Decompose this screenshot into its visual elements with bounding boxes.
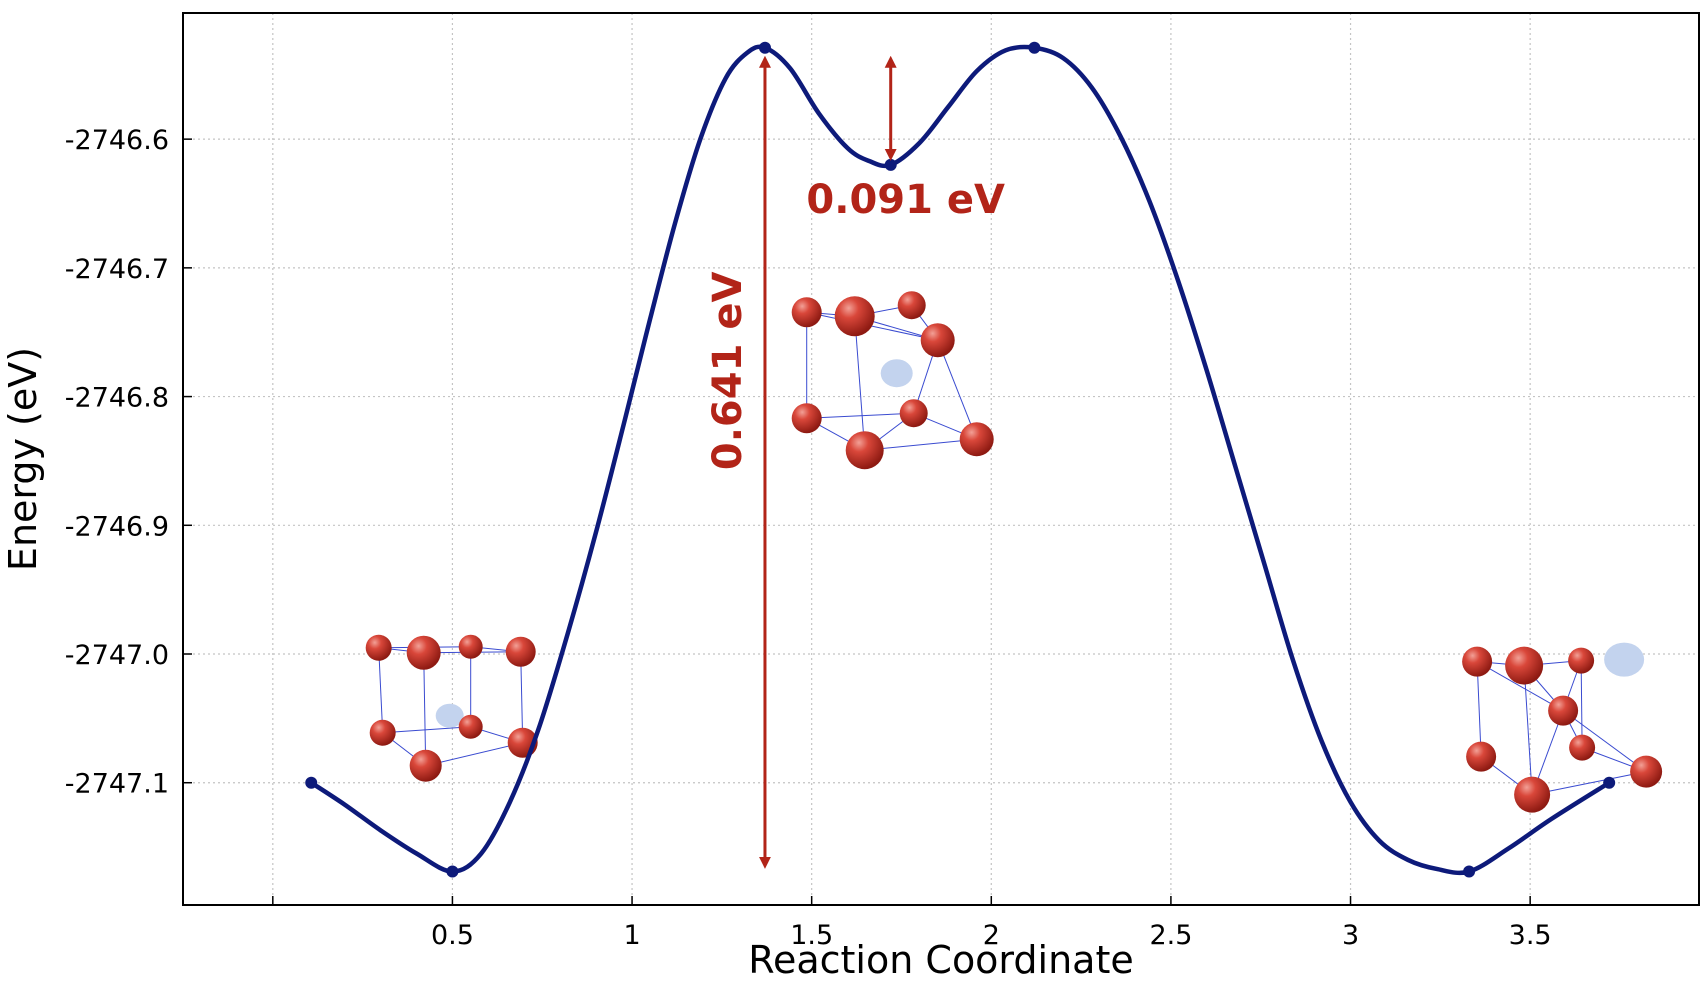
x-tick-label: 1.5 xyxy=(790,920,833,951)
atom xyxy=(1569,734,1596,761)
atom xyxy=(409,749,442,782)
bond xyxy=(1532,771,1647,796)
y-tick-label: -2746.9 xyxy=(65,511,169,542)
initial-structure xyxy=(365,634,538,782)
annotation-layer: 0.641 eV 0.091 eV xyxy=(705,55,1005,869)
data-point xyxy=(884,158,897,171)
atom xyxy=(1568,647,1595,674)
atom xyxy=(505,636,536,667)
data-point xyxy=(1603,776,1616,789)
structures xyxy=(365,291,1663,813)
curve-layer xyxy=(305,41,1616,878)
vacancy-site xyxy=(435,703,464,728)
bond xyxy=(806,311,938,341)
bond xyxy=(1476,661,1482,757)
data-point xyxy=(1463,865,1476,878)
atom xyxy=(791,297,822,328)
atom xyxy=(920,323,955,358)
bond xyxy=(382,726,471,734)
y-tick-label: -2747.0 xyxy=(65,640,169,671)
atom xyxy=(959,422,994,457)
series-line xyxy=(308,44,1612,876)
data-point xyxy=(446,865,459,878)
y-axis-title: Energy (eV) xyxy=(1,347,45,571)
atom xyxy=(406,635,441,670)
y-tick-label: -2746.6 xyxy=(65,125,169,156)
atom xyxy=(1466,741,1497,772)
atom xyxy=(1514,776,1551,813)
x-tick-label: 3.5 xyxy=(1509,920,1552,951)
atom xyxy=(897,291,926,320)
y-tick-label: -2746.8 xyxy=(65,383,169,414)
bond xyxy=(378,647,384,733)
atom xyxy=(899,399,928,428)
well-depth-label: 0.091 eV xyxy=(806,177,1005,223)
vacancy-site xyxy=(1604,642,1645,677)
data-point xyxy=(1028,41,1041,54)
vacancy-site xyxy=(880,359,913,388)
x-tick-label: 2.5 xyxy=(1149,920,1192,951)
bond xyxy=(520,651,524,743)
bond xyxy=(423,652,427,766)
x-tick-label: 0.5 xyxy=(431,920,474,951)
x-tick-label: 1 xyxy=(623,920,640,951)
x-tick-label: 3 xyxy=(1342,920,1359,951)
intermediate-structure xyxy=(791,291,994,470)
plot-area-background xyxy=(183,13,1699,905)
y-tick-label: -2747.1 xyxy=(65,769,169,800)
atom xyxy=(834,296,875,337)
bond xyxy=(1476,661,1564,712)
data-point xyxy=(305,776,318,789)
grid xyxy=(183,13,1699,905)
atom xyxy=(1630,755,1663,788)
bond xyxy=(1523,665,1533,795)
atom xyxy=(369,719,396,746)
barrier-label: 0.641 eV xyxy=(705,272,751,471)
atom xyxy=(1462,646,1493,677)
bond xyxy=(806,412,914,419)
ticks: 0.5 1 1.5 2 2.5 3 3.5 -2746.6 -2746.7 -2746.8 -274… xyxy=(65,125,1552,951)
bond xyxy=(425,742,523,767)
bond xyxy=(1580,660,1583,748)
atom xyxy=(1548,695,1579,726)
y-tick-label: -2746.7 xyxy=(65,254,169,285)
bond xyxy=(1562,710,1647,773)
atom xyxy=(458,634,483,659)
x-tick-label: 2 xyxy=(983,920,1000,951)
atom xyxy=(791,403,822,434)
x-axis-title: Reaction Coordinate xyxy=(748,938,1133,982)
final-structure xyxy=(1462,642,1663,813)
bond xyxy=(937,340,978,440)
data-point xyxy=(758,41,771,54)
atom xyxy=(1505,646,1544,685)
atom xyxy=(365,634,392,661)
atom xyxy=(845,431,884,470)
atom xyxy=(458,714,483,739)
plot-frame xyxy=(182,12,1700,906)
bond xyxy=(854,316,866,451)
